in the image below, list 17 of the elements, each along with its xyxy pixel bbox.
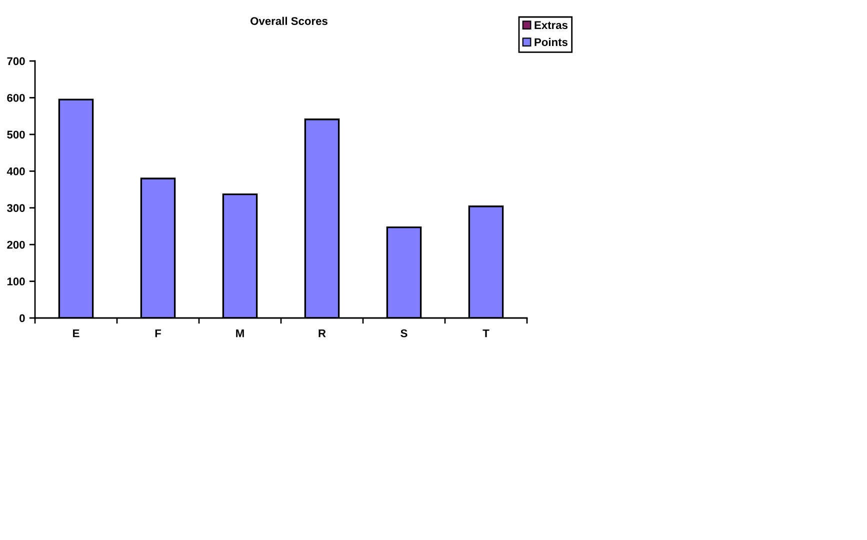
y-tick-label: 300 <box>6 204 25 212</box>
x-tick-label: E <box>73 330 80 338</box>
y-tick-label: 200 <box>7 240 25 249</box>
y-tick-label: 100 <box>7 278 25 286</box>
y-tick-label: 600 <box>7 94 25 102</box>
legend-label: Points <box>534 38 568 46</box>
x-tick-label: F <box>155 330 161 338</box>
y-tick-label: 400 <box>6 167 25 176</box>
y-tick-label: 500 <box>7 130 25 139</box>
y-tick-label: 700 <box>7 57 25 66</box>
chart-title: Overall Scores <box>250 16 328 25</box>
x-tick-label: S <box>400 329 408 338</box>
x-tick-label: M <box>236 330 244 338</box>
legend-label: Extras <box>534 21 568 30</box>
x-tick-label: T <box>482 330 490 338</box>
x-tick-label: R <box>318 330 326 338</box>
y-tick-label: 0 <box>20 314 25 322</box>
